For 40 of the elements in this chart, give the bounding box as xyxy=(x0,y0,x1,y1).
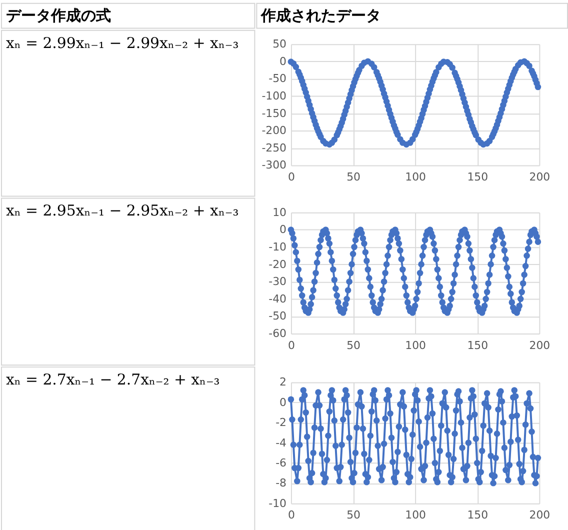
y-tick-label: -20 xyxy=(268,258,287,271)
y-tick-label: -50 xyxy=(268,310,287,323)
y-tick-label: -10 xyxy=(268,496,287,510)
y-tick-label: -8 xyxy=(276,476,287,490)
text: データ作成の式 xyxy=(6,6,111,24)
y-tick-label: -6 xyxy=(276,456,287,470)
y-tick-label: 0 xyxy=(280,396,287,409)
x-tick-label: 50 xyxy=(346,508,361,522)
y-tick-label: -2 xyxy=(276,416,286,430)
text: xₙ = 2.99xₙ₋₁ − 2.99xₙ₋₂ + xₙ₋₃ xyxy=(6,34,239,52)
y-tick-label: -300 xyxy=(262,158,287,172)
y-tick-label: -30 xyxy=(268,275,287,288)
y-tick-label: -250 xyxy=(262,141,287,154)
y-tick-label: -10 xyxy=(268,240,287,254)
x-tick-label: 150 xyxy=(467,508,488,522)
y-tick-label: -200 xyxy=(262,124,287,138)
x-tick-label: 100 xyxy=(405,170,426,184)
y-tick-label: -40 xyxy=(268,292,287,306)
text: xₙ = 2.7xₙ₋₁ − 2.7xₙ₋₂ + xₙ₋₃ xyxy=(6,370,220,388)
y-tick-label: 10 xyxy=(272,206,287,219)
x-tick-label: 200 xyxy=(529,170,550,184)
y-tick-label: 0 xyxy=(280,54,287,68)
x-tick-label: 50 xyxy=(346,170,361,184)
y-tick-label: -60 xyxy=(268,327,287,340)
y-tick-label: -50 xyxy=(268,72,287,86)
x-tick-label: 200 xyxy=(529,508,550,522)
x-tick-label: 100 xyxy=(405,338,426,352)
x-tick-label: 200 xyxy=(529,338,550,352)
text: xₙ = 2.95xₙ₋₁ − 2.95xₙ₋₂ + xₙ₋₃ xyxy=(6,202,239,220)
x-tick-label: 100 xyxy=(405,508,426,522)
chart-title: 作成されたデータ xyxy=(260,6,382,24)
x-tick-label: 150 xyxy=(467,338,488,352)
y-tick-label: 2 xyxy=(280,376,286,389)
y-tick-label: -150 xyxy=(262,106,287,120)
y-tick-label: -4 xyxy=(276,436,287,450)
y-tick-label: 0 xyxy=(280,223,287,236)
y-tick-label: 50 xyxy=(272,38,287,51)
x-tick-label: 50 xyxy=(346,338,361,352)
x-tick-label: 150 xyxy=(467,170,488,184)
y-tick-label: -100 xyxy=(262,89,287,102)
